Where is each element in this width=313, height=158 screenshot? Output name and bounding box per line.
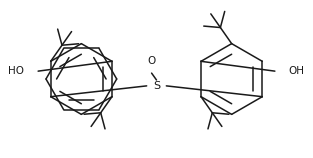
Text: OH: OH xyxy=(289,66,305,76)
Text: HO: HO xyxy=(8,66,24,76)
Text: O: O xyxy=(147,56,156,66)
Text: S: S xyxy=(153,81,160,91)
